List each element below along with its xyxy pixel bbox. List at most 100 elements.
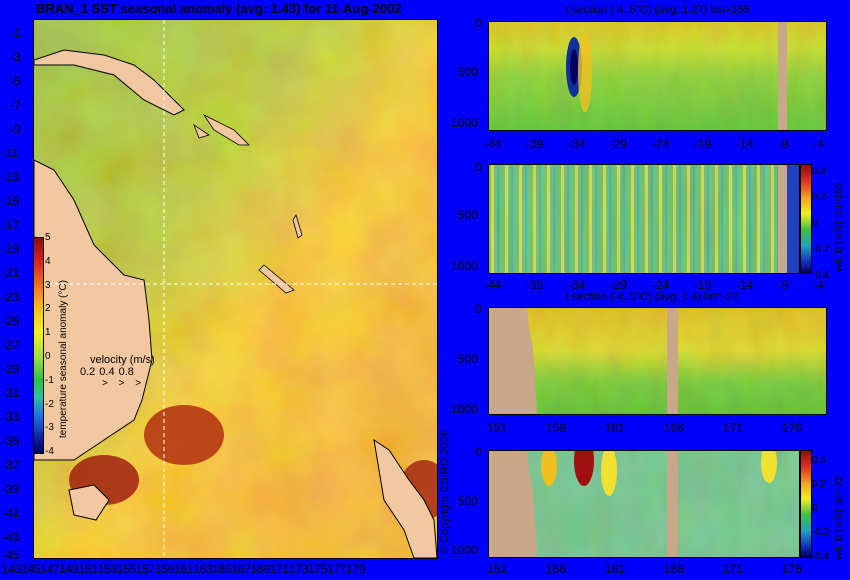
section1-svg — [489, 22, 826, 130]
map-ytick: -21 — [2, 266, 20, 280]
section1-xtick: -44 — [484, 137, 502, 151]
map-cb-tick: -4 — [45, 446, 54, 458]
sst-map-svg — [34, 20, 437, 558]
section4-svg — [489, 451, 799, 557]
section1-ytick: 0 — [475, 16, 482, 30]
section1-xtick: -14 — [736, 137, 754, 151]
velocity-arrows-icon: > > > — [102, 378, 146, 389]
map-ytick: -3 — [10, 50, 21, 64]
section3-xtick: 151 — [487, 421, 508, 435]
map-ytick: -25 — [2, 314, 20, 328]
section4-colorbar-label: vel. E (m/s) lat=-22 — [834, 475, 845, 560]
map-xtick: 167 — [231, 562, 251, 576]
section3-svg — [489, 308, 826, 414]
map-x-axis: 143 145 147 149 151 153 155 157 159 161 … — [2, 562, 442, 578]
map-xtick: 177 — [327, 562, 347, 576]
section4-xtick: 176 — [781, 562, 802, 576]
map-ytick: -41 — [2, 506, 20, 520]
section2-xtick: -34 — [568, 278, 586, 292]
section4-ytick: 500 — [458, 494, 479, 508]
section1-xtick: -4 — [813, 137, 824, 151]
section4-ytick: 0 — [475, 445, 482, 459]
section3-x-axis: 151 156 161 166 171 176 — [487, 421, 802, 435]
map-xtick: 153 — [97, 562, 117, 576]
velocity-legend-title: velocity (m/s) — [90, 354, 155, 366]
map-cb-tick: -1 — [45, 374, 54, 386]
map-xtick: 159 — [155, 562, 175, 576]
section1-ytick: 1000 — [451, 116, 478, 130]
section1-xtick: -29 — [610, 137, 628, 151]
map-ytick: -35 — [2, 434, 20, 448]
section4-cb-tick: -0.4 — [812, 551, 830, 562]
section1-x-axis: -44 -39 -34 -29 -24 -19 -14 -9 -4 — [484, 137, 824, 151]
section3-ytick: 1000 — [451, 402, 478, 416]
section1-xtick: -34 — [568, 137, 586, 151]
map-cb-tick: 3 — [45, 279, 51, 291]
section4-cb-tick: 0.2 — [812, 479, 826, 490]
map-ytick: -33 — [2, 410, 20, 424]
section3-ytick: 0 — [475, 302, 482, 316]
map-ytick: -17 — [2, 218, 20, 232]
map-xtick: 147 — [40, 562, 60, 576]
map-xtick: 165 — [212, 562, 232, 576]
section1-xtick: -39 — [526, 137, 544, 151]
map-ytick: -15 — [2, 194, 20, 208]
map-ytick: -43 — [2, 530, 20, 544]
map-colorbar-label: temperature seasonal anomaly (°C) — [58, 280, 69, 438]
map-ytick: -39 — [2, 482, 20, 496]
section2-ytick: 0 — [475, 160, 482, 174]
section4-xtick: 161 — [604, 562, 625, 576]
section1-xtick: -19 — [694, 137, 712, 151]
section4-xtick: 156 — [545, 562, 567, 576]
section4-xtick: 166 — [663, 562, 684, 576]
section1-xtick: -9 — [778, 137, 789, 151]
map-ytick: -11 — [2, 146, 19, 160]
map-ytick: -19 — [2, 242, 20, 256]
section2-x-axis: -44 -39 -34 -29 -24 -19 -14 -9 -4 — [484, 278, 824, 292]
map-colorbar — [33, 237, 44, 454]
sst-map — [33, 19, 438, 559]
map-xtick: 171 — [269, 562, 289, 576]
map-ytick: -27 — [2, 338, 20, 352]
section3-xtick: 161 — [604, 421, 625, 435]
velocity-value: 0.8 — [118, 366, 134, 378]
section2-colorbar-label: vel. E (m/s) lon=155 — [834, 182, 845, 272]
map-xtick: 149 — [59, 562, 79, 576]
section3-xtick: 176 — [781, 421, 802, 435]
section2-cb-tick: 0.2 — [812, 192, 826, 203]
section2-xtick: -24 — [652, 278, 670, 292]
map-xtick: 145 — [21, 562, 41, 576]
map-ytick: -23 — [2, 290, 20, 304]
map-ytick: -7 — [10, 98, 21, 112]
map-ytick: -29 — [2, 362, 20, 376]
map-xtick: 175 — [308, 562, 328, 576]
section2-ytick: 500 — [458, 208, 479, 222]
velocity-value: 0.4 — [99, 366, 115, 378]
section4-cb-ticks: 0.4 0.2 0 -0.2 -0.4 — [812, 455, 829, 563]
section4-colorbar — [800, 450, 812, 558]
section2-cb-tick: -0.4 — [812, 270, 830, 281]
section4-xtick: 171 — [722, 562, 743, 576]
map-ytick: -37 — [2, 458, 20, 472]
section2-xtick: -19 — [694, 278, 712, 292]
map-ytick: -9 — [10, 122, 21, 136]
map-cb-tick: -3 — [45, 422, 54, 434]
map-xtick: 179 — [346, 562, 366, 576]
section2-xtick: -39 — [526, 278, 544, 292]
section4-ytick: 1000 — [451, 543, 478, 557]
map-cb-tick: 1 — [45, 327, 51, 339]
map-xtick: 151 — [78, 562, 98, 576]
map-xtick: 161 — [174, 562, 194, 576]
map-xtick: 143 — [2, 562, 22, 576]
section2-colorbar — [800, 164, 812, 274]
section3-xtick: 156 — [545, 421, 567, 435]
map-cb-tick: -2 — [45, 398, 54, 410]
velocity-legend: velocity (m/s) 0.2 0.4 0.8 > > > — [80, 354, 155, 389]
map-colorbar-ticks: 5 4 3 2 1 0 -1 -2 -3 -4 — [45, 232, 59, 470]
section2-cb-tick: 0 — [812, 218, 818, 229]
map-xtick: 155 — [116, 562, 136, 576]
map-ytick: -13 — [2, 170, 20, 184]
section1-ytick: 500 — [458, 65, 479, 79]
section1-xtick: -24 — [652, 137, 670, 151]
section4-x-axis: 151 156 161 166 171 176 — [487, 562, 802, 576]
